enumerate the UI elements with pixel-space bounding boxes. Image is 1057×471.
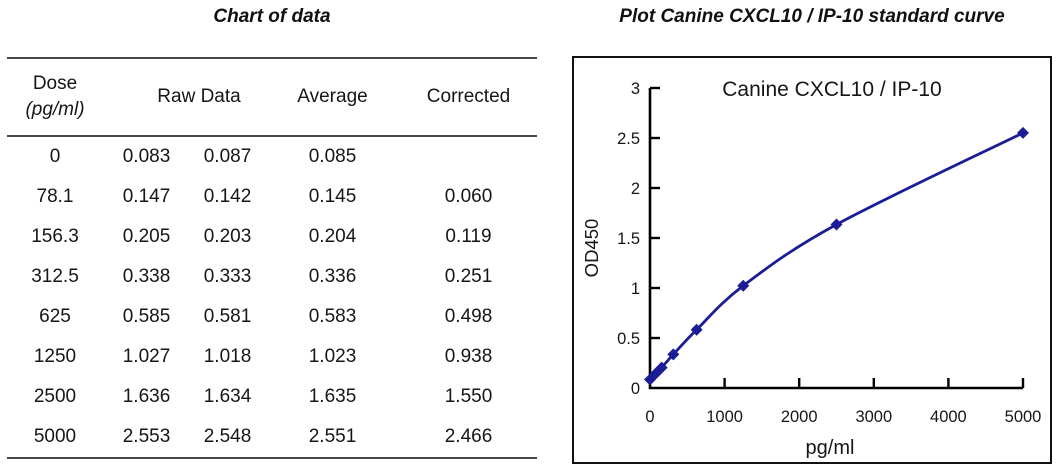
table-cell-raw1: 1.027 <box>122 346 171 367</box>
x-axis-tick-label: 3000 <box>855 408 892 426</box>
table-cell-dose: 5000 <box>33 426 77 447</box>
x-axis-tick-label: 0 <box>645 408 654 426</box>
table-cell-dose: 312.5 <box>31 266 79 287</box>
col-header-dose-unit: (pg/ml) <box>25 99 85 120</box>
table-cell-average: 2.551 <box>308 426 357 447</box>
table-cell-dose: 1250 <box>33 346 77 367</box>
table-cell-average: 1.635 <box>308 386 357 407</box>
table-row: 156.3 0.205 0.203 0.204 0.119 <box>7 217 537 257</box>
table-cell-raw2: 1.634 <box>203 386 252 407</box>
table-row: 312.5 0.338 0.333 0.336 0.251 <box>7 257 537 297</box>
table-title: Chart of data <box>213 6 331 27</box>
y-axis-tick-label: 2 <box>631 180 640 198</box>
table-cell-average: 0.145 <box>308 186 357 207</box>
y-axis-tick-label: 3 <box>631 80 640 98</box>
table-cell-corrected: 0.119 <box>445 226 492 247</box>
plot-title: Plot Canine CXCL10 / IP-10 standard curv… <box>619 6 1005 27</box>
table-cell-average: 0.085 <box>308 146 357 167</box>
table-row: 625 0.585 0.581 0.583 0.498 <box>7 297 537 337</box>
table-cell-raw1: 0.205 <box>122 226 171 247</box>
data-point-marker <box>737 279 750 292</box>
table-cell-corrected: 0.498 <box>444 306 493 327</box>
col-header-raw-data: Raw Data <box>157 86 241 107</box>
table-cell-raw1: 0.338 <box>122 266 171 287</box>
table-cell-raw2: 0.581 <box>203 306 252 327</box>
col-header-dose: Dose (pg/ml) <box>7 71 103 123</box>
y-axis-tick-label: 2.5 <box>617 130 640 148</box>
x-axis-label: pg/ml <box>806 437 855 459</box>
standard-curve-chart: 0 0.5 1 1.5 2 2.5 3 0 1000 2000 3000 4000 5000 Canine… <box>581 78 1042 459</box>
y-axis-tick-label: 1 <box>631 280 640 298</box>
data-point-marker <box>667 348 680 361</box>
table-cell-raw1: 0.585 <box>122 306 171 327</box>
data-point-marker <box>655 361 668 374</box>
y-axis-label: OD450 <box>581 219 602 278</box>
table-body: 0 0.083 0.087 0.085 78.1 0.147 0.142 0.145 0.060… <box>7 137 537 457</box>
x-axis-tick-label: 4000 <box>930 408 967 426</box>
table-cell-dose: 156.3 <box>31 226 79 247</box>
table-cell-dose: 78.1 <box>36 186 74 207</box>
table-cell-raw2: 0.087 <box>203 146 252 167</box>
table-cell-raw1: 1.636 <box>122 386 171 407</box>
table-cell-raw1: 0.083 <box>122 146 171 167</box>
table-cell-corrected: 0.060 <box>444 186 493 207</box>
x-axis-tick-label: 1000 <box>706 408 743 426</box>
x-axis-tick-label: 5000 <box>1005 408 1042 426</box>
table-cell-corrected: 1.550 <box>444 386 493 407</box>
table-cell-dose: 625 <box>39 306 71 327</box>
table-row: 5000 2.553 2.548 2.551 2.466 <box>7 417 537 457</box>
table-cell-dose: 2500 <box>33 386 77 407</box>
data-table: Dose (pg/ml) Raw Data Average Corrected … <box>7 57 537 459</box>
table-cell-raw2: 0.142 <box>203 186 252 207</box>
data-point-marker <box>1017 126 1029 139</box>
col-header-dose-label: Dose <box>32 73 78 94</box>
table-cell-raw2: 0.203 <box>203 226 252 247</box>
table-cell-raw1: 2.553 <box>122 426 171 447</box>
col-header-average: Average <box>297 86 368 107</box>
y-axis-tick-label: 0 <box>631 380 640 398</box>
y-axis-tick-label: 0.5 <box>617 330 640 348</box>
table-cell-raw2: 2.548 <box>203 426 252 447</box>
chart-inner-title: Canine CXCL10 / IP-10 <box>722 78 941 101</box>
standard-curve-line <box>648 131 1025 381</box>
col-header-corrected: Corrected <box>426 86 511 107</box>
table-cell-corrected: 0.938 <box>444 346 493 367</box>
table-row: 78.1 0.147 0.142 0.145 0.060 <box>7 177 537 217</box>
table-cell-average: 0.204 <box>308 226 357 247</box>
chart-box: 0 0.5 1 1.5 2 2.5 3 0 1000 2000 3000 4000 5000 Canine… <box>572 56 1052 464</box>
y-axis-tick-label: 1.5 <box>617 230 640 248</box>
table-row: 1250 1.027 1.018 1.023 0.938 <box>7 337 537 377</box>
table-cell-raw2: 1.018 <box>203 346 252 367</box>
axes-lines <box>648 88 1023 390</box>
table-row: 0 0.083 0.087 0.085 <box>7 137 537 177</box>
data-point-marker <box>649 367 662 380</box>
data-point-marker <box>830 218 843 231</box>
table-row: 2500 1.636 1.634 1.635 1.550 <box>7 377 537 417</box>
x-axis-tick-label: 2000 <box>781 408 818 426</box>
table-cell-average: 0.583 <box>308 306 357 327</box>
table-cell-raw1: 0.147 <box>122 186 171 207</box>
table-cell-average: 0.336 <box>308 266 357 287</box>
table-cell-dose: 0 <box>49 146 61 167</box>
table-cell-corrected: 2.466 <box>444 426 493 447</box>
table-cell-corrected: 0.251 <box>444 266 493 287</box>
table-cell-raw2: 0.333 <box>203 266 252 287</box>
table-cell-average: 1.023 <box>308 346 357 367</box>
table-header-row: Dose (pg/ml) Raw Data Average Corrected <box>7 59 537 137</box>
data-point-marker <box>690 323 703 336</box>
